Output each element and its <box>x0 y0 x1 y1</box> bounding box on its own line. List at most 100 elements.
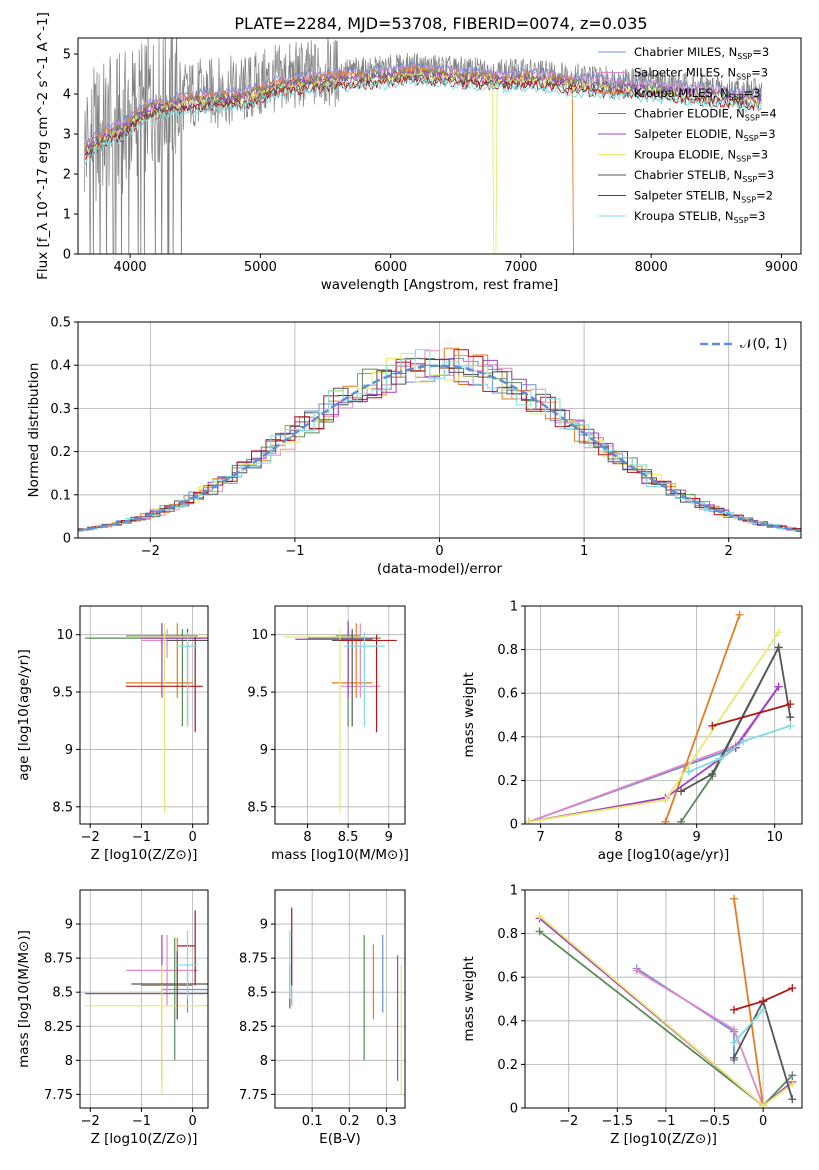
mass-weight-marker <box>684 767 693 776</box>
mass-weight-marker <box>774 628 783 637</box>
spectrum-panel: 4000 5000 6000 7000 8000 9000 0 1 2 3 4 5 wavelength… <box>35 12 802 293</box>
x-tick-label: 8 <box>303 830 311 845</box>
y-axis-label: mass [log10(M/M⊙)] <box>16 930 32 1068</box>
legend-entry: Chabrier ELODIE, NSSP=4 <box>634 107 777 123</box>
residual-histogram <box>78 350 801 533</box>
y-tick-label: 0.4 <box>497 1014 518 1029</box>
mass-weight-marker <box>759 1005 768 1014</box>
mass-weight-marker <box>774 643 783 652</box>
y-tick-label: 9 <box>260 743 268 758</box>
age-vs-mass-panel: 8 8.5 9 8.5 9 9.5 10 mass [log10(M/M⊙)] <box>247 605 409 863</box>
y-tick-label: 8.25 <box>239 1020 268 1035</box>
x-tick-label: −2 <box>81 830 100 845</box>
figure-title: PLATE=2284, MJD=53708, FIBERID=0074, z=0… <box>234 14 647 33</box>
mass-weight-marker <box>708 721 717 730</box>
y-tick-label: 7.75 <box>44 1088 73 1103</box>
x-tick-label: 0.2 <box>339 1114 360 1129</box>
legend-entry: Chabrier STELIB, NSSP=3 <box>634 168 774 184</box>
y-tick-label: 0.8 <box>497 927 518 942</box>
y-tick-label: 8.75 <box>239 952 268 967</box>
y-tick-label: 8 <box>260 1054 268 1069</box>
legend-entry: 𝒩(0, 1) <box>740 337 787 352</box>
legend-entry: Kroupa STELIB, NSSP=3 <box>634 209 765 225</box>
x-tick-label: 9000 <box>765 260 798 275</box>
x-tick-label: 9 <box>385 830 393 845</box>
mass-weight-marker <box>677 787 686 796</box>
y-axis-label: mass weight <box>461 956 477 1041</box>
mass-weight-marker <box>632 966 641 975</box>
residual-histogram <box>78 349 801 532</box>
x-tick-label: 4000 <box>114 260 147 275</box>
plot-frame <box>79 605 209 825</box>
y-tick-label: 8.75 <box>44 952 73 967</box>
x-axis-label: Z [log10(Z/Z⊙)] <box>91 847 198 863</box>
y-tick-label: 0.1 <box>50 488 71 503</box>
mass-weight-marker <box>739 737 748 746</box>
x-tick-label: 9 <box>693 830 701 845</box>
y-tick-label: 8.5 <box>247 800 268 815</box>
y-tick-label: 0.2 <box>497 774 518 789</box>
y-tick-label: 8.5 <box>52 986 73 1001</box>
mass-weight-vs-age-panel: 7 8 9 10 0 0.2 0.4 0.6 0.8 1 age [log10(age/yr)] ma… <box>461 600 803 863</box>
mass-weight-marker <box>729 1038 738 1047</box>
mass-weight-marker <box>788 984 797 993</box>
x-tick-label: −1 <box>656 1114 675 1129</box>
y-tick-label: 0.6 <box>497 971 518 986</box>
mass-weight-marker <box>525 817 533 824</box>
x-tick-label: 7000 <box>504 260 537 275</box>
mass-weight-marker <box>729 1053 738 1062</box>
y-tick-label: 10 <box>251 628 268 643</box>
y-tick-label: 1 <box>510 884 518 899</box>
y-tick-label: 3 <box>63 128 71 143</box>
y-tick-label: 9.5 <box>52 686 73 701</box>
plot-frame <box>79 889 209 1109</box>
mass-weight-marker <box>786 713 795 722</box>
x-tick-label: 5000 <box>244 260 277 275</box>
y-tick-label: 0.3 <box>50 402 71 417</box>
y-axis-label: Flux [f_λ 10^-17 erg cm^-2 s^-1 A^-1] <box>35 12 51 280</box>
mass-weight-line <box>528 686 780 823</box>
x-tick-label: 6000 <box>374 260 407 275</box>
plot-frame <box>524 605 803 825</box>
mass-weight-marker <box>729 1025 738 1034</box>
y-tick-label: 9 <box>65 743 73 758</box>
plot-frame <box>524 889 803 1109</box>
legend-entry: Kroupa ELODIE, NSSP=3 <box>634 148 768 164</box>
x-tick-label: −2 <box>141 544 160 559</box>
mass-weight-marker <box>708 769 717 778</box>
mass-weight-line <box>688 725 791 773</box>
y-tick-label: 4 <box>63 88 71 103</box>
y-axis-label: Normed distribution <box>26 363 42 498</box>
y-tick-label: 0.4 <box>50 359 71 374</box>
x-tick-label: 8000 <box>635 260 668 275</box>
plot-frame <box>274 889 406 1109</box>
mass-vs-ebv-panel: 0.1 0.2 0.3 7.75 8 8.25 8.5 8.75 9 E(B-V) <box>239 889 406 1147</box>
x-tick-label: 10 <box>766 830 783 845</box>
mass-weight-marker <box>788 1095 797 1104</box>
y-tick-label: 9 <box>65 918 73 933</box>
spectrum-legend: Chabrier MILES, NSSP=3 Salpeter MILES, NS… <box>598 45 777 225</box>
mass-weight-marker <box>786 721 795 730</box>
y-tick-label: 8 <box>65 1054 73 1069</box>
mass-weight-marker <box>729 1005 738 1014</box>
y-tick-label: 0 <box>510 1102 518 1117</box>
mass-weight-marker <box>661 817 670 824</box>
legend-entry: Salpeter MILES, NSSP=3 <box>634 66 768 82</box>
x-tick-label: −0.5 <box>699 1114 731 1129</box>
mass-weight-marker <box>786 700 795 709</box>
y-tick-label: 7.75 <box>239 1088 268 1103</box>
mass-weight-marker <box>535 912 544 921</box>
mass-weight-marker <box>774 682 783 691</box>
legend-entry: Chabrier MILES, NSSP=3 <box>634 45 769 61</box>
mass-weight-marker <box>735 610 744 619</box>
x-axis-label: mass [log10(M/M⊙)] <box>271 847 409 863</box>
x-tick-label: 0 <box>435 544 443 559</box>
legend-entry: Salpeter STELIB, NSSP=2 <box>634 189 773 205</box>
mass-weight-marker <box>729 894 738 903</box>
y-tick-label: 10 <box>56 628 73 643</box>
y-tick-label: 0.6 <box>497 687 518 702</box>
mass-weight-marker <box>788 1080 797 1089</box>
x-axis-label: Z [log10(Z/Z⊙)] <box>610 1131 717 1147</box>
legend-entry: Kroupa MILES, NSSP=3 <box>634 86 760 102</box>
